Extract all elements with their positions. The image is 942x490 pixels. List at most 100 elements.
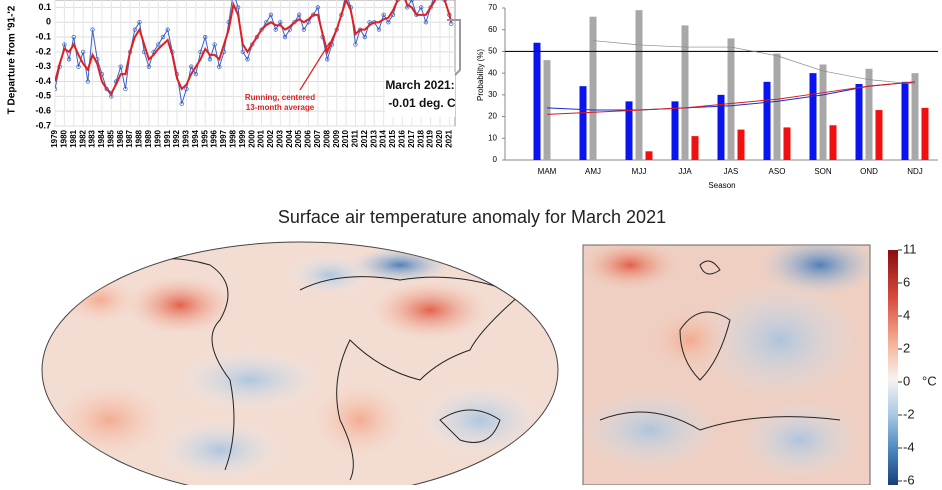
data-point — [203, 34, 208, 40]
bar — [543, 60, 551, 160]
x-tick-label: 1999 — [238, 129, 247, 147]
world-map — [41, 241, 559, 490]
data-point — [55, 86, 58, 92]
x-tick-label: 2011 — [351, 129, 360, 147]
data-point — [282, 34, 288, 40]
y-tick-label: 50 — [488, 47, 497, 56]
annotation: -0.01 deg. C — [388, 96, 456, 110]
x-tick-label: 2012 — [360, 129, 369, 147]
x-tick-label: 1995 — [200, 129, 209, 147]
data-point — [217, 64, 222, 69]
y-tick-label: -0.4 — [35, 76, 51, 86]
data-point — [268, 12, 274, 17]
map-title: Surface air temperature anomaly for Marc… — [278, 207, 666, 227]
data-point — [132, 27, 137, 32]
bar — [589, 16, 597, 160]
bar — [855, 84, 863, 160]
data-point — [85, 79, 91, 84]
data-point — [235, 5, 241, 10]
x-tick-label: 2010 — [341, 129, 350, 147]
y-tick-label: -0.6 — [35, 106, 51, 116]
x-tick-label: 1990 — [153, 129, 162, 147]
data-point — [423, 20, 429, 25]
bar — [579, 86, 587, 160]
data-point — [353, 42, 358, 47]
data-point — [198, 49, 203, 55]
bar — [921, 107, 929, 160]
bar — [681, 25, 689, 160]
trend-line — [592, 40, 916, 85]
data-point — [71, 34, 76, 40]
x-axis-label: Season — [708, 181, 735, 190]
bar — [901, 81, 909, 160]
x-tick-label: JJA — [678, 167, 692, 176]
data-point — [193, 71, 198, 77]
data-point — [301, 27, 306, 32]
y-tick-label: 0.1 — [38, 2, 51, 12]
x-tick-label: SON — [814, 167, 832, 176]
data-point — [273, 27, 278, 32]
data-point — [137, 20, 142, 25]
x-tick-label: 1985 — [106, 129, 115, 147]
x-tick-label: 1993 — [182, 129, 191, 147]
x-tick-label: 2019 — [426, 129, 435, 147]
x-tick-label: 1997 — [219, 129, 228, 147]
bracket — [447, 19, 461, 76]
x-tick-label: OND — [860, 167, 878, 176]
data-point — [123, 86, 128, 92]
x-tick-label: 1986 — [116, 129, 125, 147]
colorbar-tick-label: -2 — [903, 406, 915, 421]
x-tick-label: 2003 — [275, 129, 284, 147]
colorbar-tick-label: 6 — [903, 274, 910, 289]
x-tick-label: MJJ — [632, 167, 647, 176]
data-point — [386, 20, 391, 25]
x-tick-label: 2006 — [304, 129, 313, 147]
data-point — [240, 49, 245, 55]
x-tick-label: 1981 — [69, 129, 78, 147]
x-tick-label: MAM — [538, 167, 557, 176]
data-point — [325, 57, 330, 62]
x-tick-label: 1989 — [144, 129, 153, 147]
x-tick-label: 1984 — [97, 129, 106, 147]
x-tick-label: 1988 — [135, 129, 144, 147]
x-tick-label: 2018 — [416, 129, 425, 147]
y-tick-label: -0.2 — [35, 46, 51, 56]
data-point — [419, 5, 424, 10]
y-tick-label: -0.7 — [35, 120, 51, 130]
x-tick-label: 1991 — [163, 129, 172, 147]
x-tick-label: 1994 — [191, 129, 200, 147]
bar — [763, 81, 771, 160]
bar — [911, 73, 919, 160]
y-tick-label: 60 — [488, 25, 497, 34]
series-group — [55, 0, 454, 106]
x-tick-label: AMJ — [585, 167, 601, 176]
y-tick-label: 0 — [46, 17, 51, 27]
data-point — [376, 27, 382, 32]
y-tick-label: 20 — [488, 112, 497, 121]
colorbar-tick-label: -6 — [903, 472, 915, 485]
x-tick-label: NDJ — [907, 167, 923, 176]
data-point — [179, 101, 184, 106]
y-tick-label: -0.3 — [35, 61, 51, 71]
x-tick-label: 1979 — [50, 129, 59, 147]
y-tick-label: -0.5 — [35, 91, 51, 101]
bar — [533, 42, 541, 160]
data-point — [81, 49, 86, 55]
y-tick-label: 40 — [488, 68, 497, 77]
x-tick-label: 2021 — [444, 129, 453, 147]
x-tick-label: 2007 — [313, 129, 322, 147]
data-point — [156, 42, 161, 47]
bar — [645, 151, 653, 160]
bar — [773, 53, 781, 160]
x-tick-label: 1983 — [88, 129, 97, 147]
data-point — [189, 64, 194, 69]
y-axis-label: Probability (%) — [476, 49, 485, 101]
x-tick-label: 2005 — [294, 129, 303, 147]
data-point — [160, 34, 166, 40]
x-tick-label: 2016 — [398, 129, 407, 147]
data-point — [212, 42, 217, 47]
data-point — [62, 42, 67, 47]
colorbar-tick-label: 11 — [903, 241, 917, 256]
colorbar — [888, 250, 898, 485]
y-tick-label: 0 — [493, 155, 498, 164]
